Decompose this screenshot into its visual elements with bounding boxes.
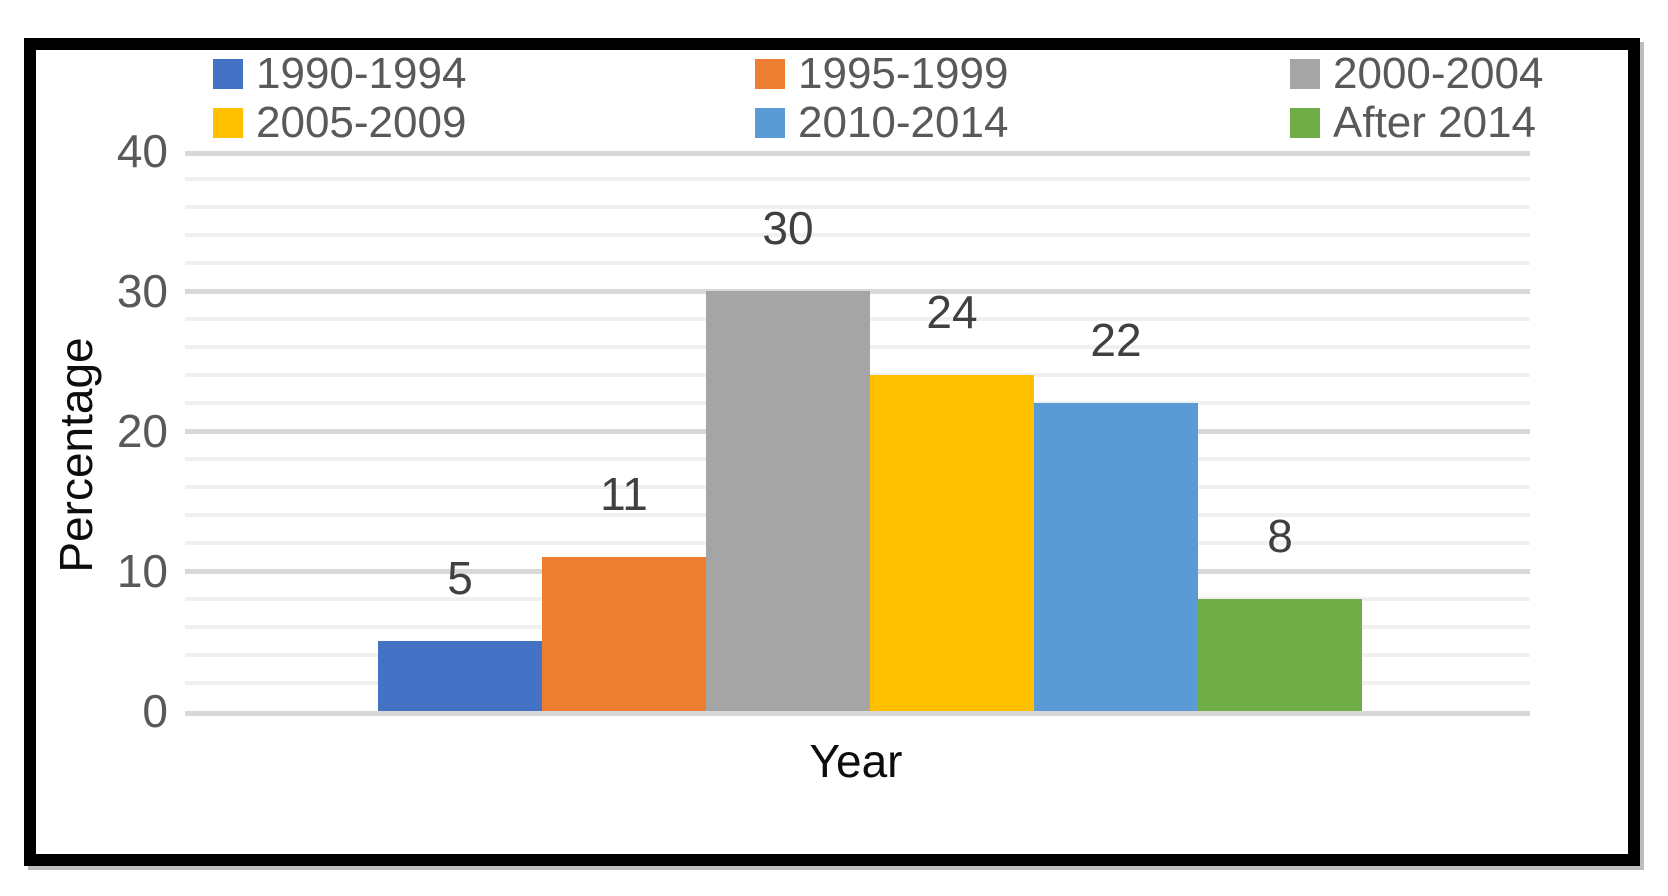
y-axis-title: Percentage <box>50 337 102 573</box>
legend-square-marker-icon <box>755 108 785 138</box>
legend-item-1990-1994: 1990-1994 <box>213 51 466 97</box>
legend-item-2010-2014: 2010-2014 <box>755 100 1008 146</box>
legend-square-marker-icon <box>1290 59 1320 89</box>
gridline-minor <box>185 177 1530 181</box>
bar-value-label: 30 <box>762 202 814 254</box>
legend-label: 1990-1994 <box>256 49 467 98</box>
plot-area: 5 11 30 24 22 8 <box>185 151 1530 716</box>
gridline-minor <box>185 205 1530 209</box>
y-tick-label-0: 0 <box>142 685 168 737</box>
bar-2010-2014 <box>1034 403 1198 711</box>
bar-value-label: 5 <box>447 552 473 604</box>
legend-square-marker-icon <box>1290 108 1320 138</box>
legend-square-marker-icon <box>213 59 243 89</box>
bar-value-label: 22 <box>1090 314 1142 366</box>
legend-label: After 2014 <box>1333 98 1537 147</box>
legend-item-after-2014: After 2014 <box>1290 100 1536 146</box>
legend-item-2005-2009: 2005-2009 <box>213 100 466 146</box>
legend-label: 2005-2009 <box>256 98 467 147</box>
gridline-major <box>185 151 1530 156</box>
bar-1990-1994 <box>378 641 542 711</box>
bar-value-label: 24 <box>926 286 978 338</box>
bar-value-label: 8 <box>1267 510 1293 562</box>
legend-item-2000-2004: 2000-2004 <box>1290 51 1543 97</box>
y-tick-label-40: 40 <box>116 125 168 177</box>
legend-item-1995-1999: 1995-1999 <box>755 51 1008 97</box>
bar-2005-2009 <box>870 375 1034 711</box>
x-axis-title: Year <box>809 735 903 787</box>
legend-label: 1995-1999 <box>798 49 1009 98</box>
legend-square-marker-icon <box>755 59 785 89</box>
y-tick-label-20: 20 <box>116 405 168 457</box>
chart-frame <box>24 38 1640 866</box>
y-tick-label-10: 10 <box>116 545 168 597</box>
legend-square-marker-icon <box>213 108 243 138</box>
gridline-minor <box>185 261 1530 265</box>
gridline-minor <box>185 233 1530 237</box>
y-tick-label-30: 30 <box>116 265 168 317</box>
bar-value-label: 11 <box>600 468 648 520</box>
bar-after-2014 <box>1198 599 1362 711</box>
bar-1995-1999 <box>542 557 706 711</box>
gridline-major <box>185 711 1530 716</box>
legend-label: 2000-2004 <box>1333 49 1544 98</box>
bar-2000-2004 <box>706 291 870 711</box>
legend-label: 2010-2014 <box>798 98 1009 147</box>
